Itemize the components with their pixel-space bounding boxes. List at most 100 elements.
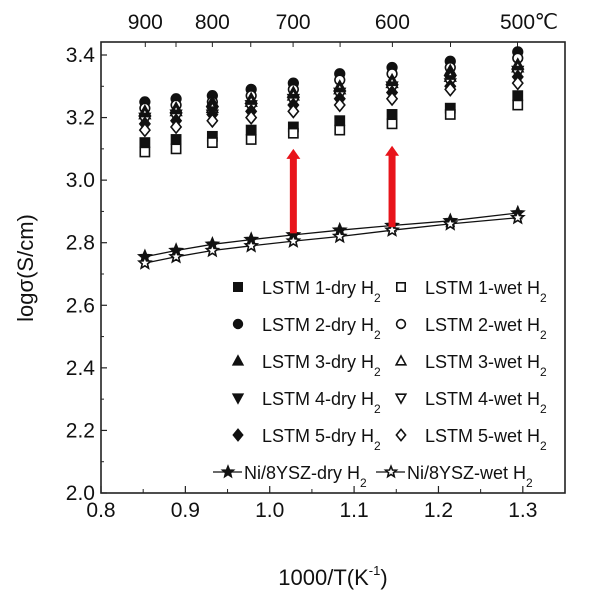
legend-label-text: LSTM 3-dry H (262, 352, 374, 372)
series-lstm-1-dry-hfilled (139, 90, 524, 148)
data-point (512, 90, 524, 102)
series-lstm-5-dry-hfilled (138, 69, 524, 132)
legend-label: LSTM 1-wet H2 (425, 278, 547, 305)
data-point (333, 97, 346, 113)
arrow-shaft (289, 156, 297, 234)
legend-label: LSTM 3-dry H2 (262, 352, 381, 379)
legend-marker (231, 354, 245, 366)
data-point (512, 99, 524, 111)
legend-label-text: LSTM 1-dry H (262, 278, 374, 298)
legend-label: LSTM 4-wet H2 (425, 389, 547, 416)
legend-marker (395, 428, 407, 442)
x-tick-label: 0.8 (86, 499, 115, 522)
legend-label-text: LSTM 5-wet H (425, 426, 540, 446)
legend-label: LSTM 3-wet H2 (425, 352, 547, 379)
legend-item: LSTM 4-dry H2 (231, 389, 381, 416)
data-point (170, 143, 182, 155)
top-tick-label: 800 (195, 11, 230, 34)
data-point (243, 237, 260, 253)
legend-label-text: Ni/8YSZ-dry H (244, 463, 360, 483)
data-point (245, 110, 258, 126)
y-axis-title: logσ(S/cm) (13, 214, 38, 322)
x-tick-label: 1.1 (339, 499, 368, 522)
top-tick-label: 500 (500, 11, 535, 34)
series-ni-8ysz-wet-hopen (137, 209, 526, 270)
legend-item: LSTM 2-wet H2 (395, 315, 547, 342)
legend-marker (394, 393, 408, 405)
legend-marker (394, 354, 408, 366)
legend-label-sub: 2 (374, 402, 381, 416)
legend-label-text: LSTM 1-wet H (425, 278, 540, 298)
legend-marker (395, 318, 407, 330)
series-lstm-4-dry-hfilled (138, 65, 525, 125)
legend-label-sub: 2 (374, 328, 381, 342)
y-tick-label: 2.8 (66, 232, 95, 255)
legend-item: LSTM 5-wet H2 (395, 426, 547, 453)
plot-frame (100, 41, 566, 494)
y-tick-label: 3.0 (66, 169, 95, 192)
legend-label-sub: 2 (540, 365, 547, 379)
legend-label: Ni/8YSZ-wet H2 (407, 463, 533, 490)
series-lstm-1-wet-hopen (139, 99, 524, 158)
series-lstm-2-dry-hfilled (139, 46, 524, 108)
series-lstm-3-dry-hfilled (138, 57, 525, 117)
y-tick-label: 2.2 (66, 419, 95, 442)
series-layer (136, 46, 526, 270)
y-tick-label: 3.4 (66, 44, 96, 67)
legend-item: LSTM 1-wet H2 (395, 278, 547, 305)
top-tick-label: 600 (375, 11, 410, 34)
data-point (139, 146, 151, 158)
legend-label-sub: 2 (360, 476, 367, 490)
x-axis-title-sup: -1 (369, 563, 381, 578)
legend-marker (395, 281, 406, 292)
legend-label-sub: 2 (540, 291, 547, 305)
legend-item: LSTM 3-dry H2 (231, 352, 381, 379)
top-tick-label: 900 (128, 11, 163, 34)
legend-label-text: LSTM 4-dry H (262, 389, 374, 409)
arrows (286, 145, 400, 234)
legend-item: LSTM 4-wet H2 (394, 389, 547, 416)
data-point (511, 75, 524, 91)
legend-item: LSTM 2-dry H2 (232, 315, 381, 342)
data-point (444, 109, 456, 120)
data-point (169, 119, 183, 135)
data-point (206, 113, 219, 129)
data-point (331, 228, 348, 244)
y-tick-label: 2.4 (66, 357, 96, 380)
series-lstm-4-wet-hopen (138, 68, 525, 128)
data-point (204, 242, 221, 258)
y-tick-label: 3.2 (66, 107, 95, 130)
data-point (386, 109, 398, 120)
legend-marker (232, 428, 244, 442)
x-axis-title-close: ) (380, 565, 387, 590)
top-axis-unit: ℃ (535, 11, 559, 34)
data-point (139, 137, 151, 148)
legend-item: Ni/8YSZ-wet H2 (376, 463, 533, 490)
legend-label-sub: 2 (540, 328, 547, 342)
data-point (168, 248, 185, 264)
data-point (287, 103, 300, 119)
legend-label: LSTM 2-wet H2 (425, 315, 547, 342)
legend-label: LSTM 2-dry H2 (262, 315, 381, 342)
arrow-shaft (388, 153, 396, 228)
series-line (144, 212, 518, 258)
legend-item: LSTM 1-dry H2 (233, 278, 381, 305)
legend-label: LSTM 4-dry H2 (262, 389, 381, 416)
data-point (444, 81, 457, 97)
data-point (442, 215, 459, 231)
legend-item: LSTM 5-dry H2 (232, 426, 381, 453)
data-point (285, 232, 302, 248)
data-point (385, 91, 399, 107)
legend-label-sub: 2 (540, 439, 547, 453)
x-tick-label: 1.2 (424, 499, 453, 522)
data-point (509, 209, 526, 225)
series-lstm-5-wet-hopen (138, 75, 524, 138)
legend-label-text: LSTM 4-wet H (425, 389, 540, 409)
x-tick-label: 0.9 (171, 499, 200, 522)
legend-item: Ni/8YSZ-dry H2 (213, 463, 367, 490)
legend-label: LSTM 1-dry H2 (262, 278, 381, 305)
legend-label-text: LSTM 2-wet H (425, 315, 540, 335)
legend-label-sub: 2 (374, 439, 381, 453)
